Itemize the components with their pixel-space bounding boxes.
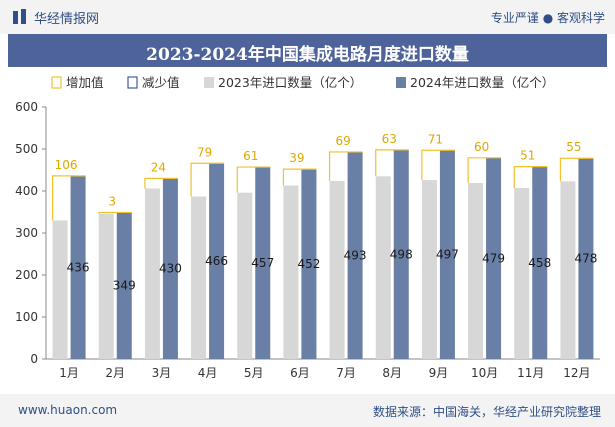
increase-outline-7 [328,151,363,181]
increase-label-5: 61 [243,149,258,163]
tagline: 专业严谨 ● 客观科学 [490,11,605,25]
legend-swatch-0 [51,76,62,89]
bar-chart: 增加值 减少值 2023年进口数量（亿个） 2024年进口数量（亿个） 0 100 200 3… [15,75,600,380]
value-label-2024-4: 466 [205,254,228,268]
bar-2023-7 [329,180,345,359]
y-tick-label-0: 0 [30,352,38,366]
x-tick-label-11: 11月 [517,366,544,380]
bar-2024-5 [255,167,271,359]
increase-outline-1 [51,175,86,221]
increase-label-9: 71 [428,132,443,146]
bar-2024-3 [162,178,178,359]
increase-outline-3 [144,177,178,189]
bar-2023-11 [514,188,530,359]
y-tick-label-600: 600 [15,100,38,114]
value-label-2024-12: 478 [574,252,597,266]
increase-label-4: 79 [197,145,212,159]
legend-swatch-1 [127,76,138,89]
data-source: 数据来源：中国海关，华经产业研究院整理 [372,405,601,419]
value-label-2024-5: 457 [251,256,274,270]
x-tick-label-1: 1月 [59,366,79,380]
footer: www.huaon.com 数据来源：中国海关，华经产业研究院整理 [0,394,615,427]
value-label-2024-7: 493 [344,248,367,262]
legend-label-1: 减少值 [142,75,180,90]
legend-swatch-2 [204,77,214,88]
legend-label-0: 增加值 [66,75,104,90]
x-tick-label-12: 12月 [563,366,590,380]
brand-name[interactable]: 华经情报网 [34,12,100,27]
value-label-2024-6: 452 [297,257,320,271]
value-label-2024-10: 479 [482,251,505,265]
bar-2023-1 [52,220,68,359]
value-label-2024-11: 458 [528,256,551,270]
increase-outline-8 [375,149,409,177]
value-label-2024-9: 497 [436,248,459,262]
increase-outline-4 [190,162,225,197]
bar-2023-4 [191,196,207,359]
increase-outline-12 [559,157,594,182]
legend-swatch-3 [396,77,406,88]
top-bar: 华经情报网 专业严谨 ● 客观科学 [0,0,615,34]
bar-2023-9 [421,180,437,359]
bar-2024-10 [486,157,502,359]
increase-outline-9 [421,149,455,181]
x-tick-label-10: 10月 [471,366,498,380]
bar-2023-8 [375,176,391,359]
increase-label-8: 63 [382,132,397,146]
increase-outline-11 [513,166,548,189]
increase-label-6: 39 [289,151,304,165]
increase-label-7: 69 [335,134,350,148]
y-tick-label-300: 300 [15,226,38,240]
bar-2023-12 [560,181,576,359]
increase-label-10: 60 [474,140,489,154]
y-tick-label-400: 400 [15,184,38,198]
bar-2024-7 [347,151,363,359]
increase-outline-2 [98,211,132,214]
bar-2024-1 [70,175,86,359]
increase-label-1: 106 [55,158,78,172]
increase-label-2: 3 [108,194,116,208]
y-tick-label-500: 500 [15,142,38,156]
increase-outline-5 [236,166,271,193]
increase-label-3: 24 [151,160,166,174]
y-tick-label-100: 100 [15,310,38,324]
bar-2023-6 [283,185,299,359]
x-tick-label-6: 6月 [290,366,310,380]
bar-2024-6 [301,169,317,359]
bar-2023-3 [144,188,160,359]
bar-2024-4 [209,163,225,359]
x-tick-label-5: 5月 [244,366,264,380]
bar-2024-11 [532,166,548,359]
bar-2023-10 [468,183,484,359]
value-label-2024-2: 349 [113,279,136,293]
x-tick-label-9: 9月 [429,366,449,380]
value-label-2024-1: 436 [67,260,90,274]
brand-logo-icon [13,9,26,24]
x-tick-label-4: 4月 [198,366,218,380]
bar-2024-8 [393,149,409,359]
x-tick-label-2: 2月 [105,366,125,380]
bar-2024-9 [439,150,455,359]
increase-label-11: 51 [520,149,535,163]
legend-label-3: 2024年进口数量（亿个） [410,75,554,90]
value-label-2024-3: 430 [159,262,182,276]
x-tick-label-3: 3月 [152,366,172,380]
title-bar: 2023-2024年中国集成电路月度进口数量 [8,34,607,67]
website-link[interactable]: www.huaon.com [18,403,118,417]
increase-outline-10 [467,157,502,184]
bar-2023-2 [98,213,114,359]
bar-2024-12 [578,158,594,359]
increase-outline-6 [282,168,317,186]
x-tick-label-8: 8月 [382,366,402,380]
y-tick-label-200: 200 [15,268,38,282]
bar-2024-2 [116,212,132,359]
bar-2023-5 [237,192,253,359]
increase-label-12: 55 [566,140,581,154]
value-label-2024-8: 498 [390,247,413,261]
chart-title: 2023-2024年中国集成电路月度进口数量 [146,45,469,65]
legend-label-2: 2023年进口数量（亿个） [218,75,362,90]
x-tick-label-7: 7月 [336,366,356,380]
